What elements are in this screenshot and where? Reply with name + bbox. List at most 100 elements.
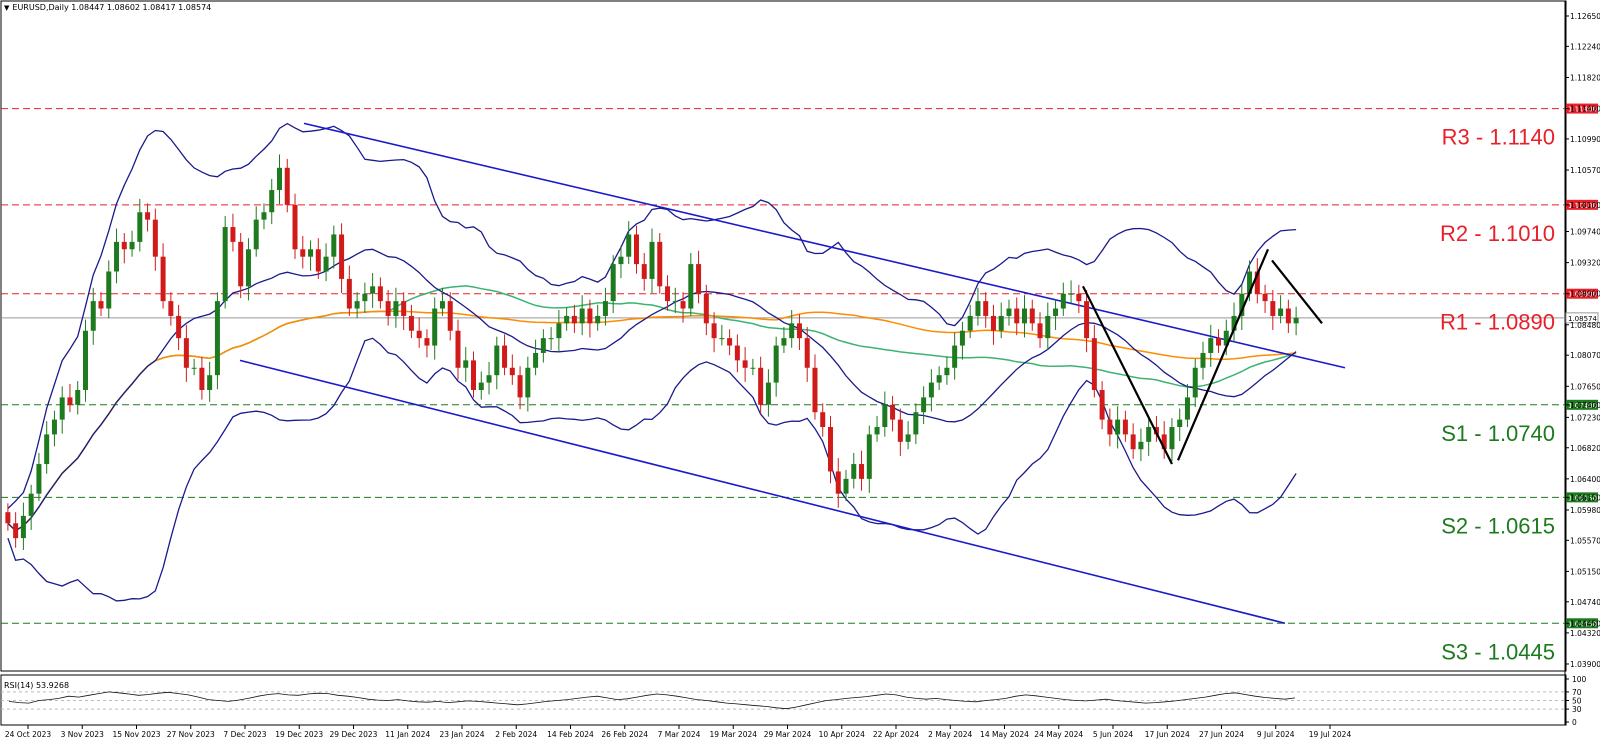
candle-body (789, 323, 795, 339)
candle-body (1122, 419, 1128, 435)
candle-body (571, 315, 577, 324)
candle-body (471, 360, 477, 390)
candle-body (323, 256, 329, 272)
candle-body (90, 301, 96, 331)
candle-body (245, 249, 251, 287)
candle-body (1231, 315, 1237, 331)
candle-body (331, 234, 337, 257)
candle-body (1200, 352, 1206, 368)
rsi-line (8, 691, 1296, 710)
date-tick-label: 7 Dec 2023 (223, 730, 266, 739)
date-tick-label: 3 Nov 2023 (61, 730, 104, 739)
date-tick-label: 24 May 2024 (1034, 730, 1083, 739)
level-label-r1: R1 - 1.0890 (1440, 310, 1555, 335)
candle-body (59, 397, 65, 420)
candle-body (703, 293, 709, 324)
candle-body (820, 412, 826, 428)
candle-body (540, 338, 546, 353)
date-tick-label: 5 Jun 2024 (1093, 730, 1134, 739)
candle-body (680, 301, 686, 309)
candle-body (1053, 308, 1059, 316)
candle-body (1029, 308, 1035, 324)
candle-body (967, 315, 973, 331)
candle-body (913, 412, 919, 435)
bollinger-middle (7, 248, 1297, 532)
price-tick-label: 1.12240 (1570, 42, 1600, 51)
candle-body (859, 464, 865, 479)
level-tag-text-s3: 1.04450 (1568, 620, 1597, 628)
level-label-s1: S1 - 1.0740 (1441, 421, 1555, 446)
channel-upper-line (303, 122, 1346, 369)
level-label-s2: S2 - 1.0615 (1441, 513, 1555, 538)
candle-body (827, 427, 833, 472)
candle-body (408, 315, 414, 331)
candle-body (67, 397, 73, 405)
candle-body (463, 360, 469, 368)
candle-body (1076, 293, 1082, 302)
price-tick-label: 1.12650 (1570, 12, 1600, 21)
candle-body (944, 367, 950, 376)
date-tick-label: 29 Mar 2024 (764, 730, 812, 739)
candle-body (199, 367, 205, 390)
candle-body (207, 375, 213, 390)
pattern-line-pullback (1271, 259, 1323, 325)
candle-body (191, 367, 197, 369)
candle-body (432, 308, 438, 346)
channel-lower-line (239, 359, 1286, 625)
level-tag-s2 (1566, 492, 1598, 503)
candle-body (804, 338, 810, 368)
candle-body (502, 345, 508, 368)
level-tag-s3 (1566, 618, 1598, 629)
candle-body (874, 427, 880, 435)
candle-body (393, 301, 399, 316)
candle-body (983, 301, 989, 316)
price-tick-label: 1.07230 (1570, 413, 1600, 422)
candle-body (269, 190, 275, 213)
candle-body (812, 367, 818, 413)
candle-body (998, 315, 1004, 331)
candle-body (641, 264, 647, 279)
date-tick-label: 11 Jan 2024 (385, 730, 430, 739)
candle-body (1262, 293, 1268, 302)
candle-body (579, 308, 585, 324)
date-tick-label: 15 Nov 2023 (112, 730, 160, 739)
candle-body (1192, 367, 1198, 398)
price-tick-label: 1.07400 (1570, 401, 1600, 410)
price-tick-label: 1.10570 (1570, 166, 1600, 175)
candle-body (354, 301, 360, 309)
level-tag-r2 (1566, 199, 1598, 210)
candle-body (626, 234, 632, 257)
date-tick-label: 19 Jul 2024 (1309, 730, 1352, 739)
candle-body (339, 234, 345, 279)
candle-body (82, 330, 88, 390)
candle-body (548, 338, 554, 340)
candle-body (137, 212, 143, 242)
candle-body (758, 367, 764, 405)
candle-body (564, 315, 570, 324)
candle-body (1130, 434, 1136, 450)
rsi-tick-label: 100 (1572, 675, 1587, 684)
price-tick-label: 1.06400 (1570, 475, 1600, 484)
candle-body (1006, 308, 1012, 316)
candle-body (98, 301, 104, 309)
candle-body (168, 301, 174, 316)
candle-body (1115, 419, 1121, 435)
date-tick-label: 14 May 2024 (980, 730, 1029, 739)
candle-body (455, 330, 461, 368)
candle-body (20, 515, 26, 539)
date-tick-label: 23 Jan 2024 (440, 730, 485, 739)
date-tick-label: 26 Feb 2024 (601, 730, 648, 739)
candle-body (618, 256, 624, 265)
candle-body (1060, 293, 1066, 309)
candle-body (1254, 271, 1260, 294)
candle-body (1208, 338, 1214, 353)
candle-body (1247, 271, 1253, 294)
price-tick-label: 1.09320 (1570, 259, 1600, 268)
level-tag-text-s1: 1.07400 (1568, 402, 1597, 410)
candle-body (377, 286, 383, 302)
candle-body (300, 249, 306, 257)
collapse-triangle-icon[interactable]: ▼ (4, 4, 10, 12)
bollinger-lower (7, 337, 1297, 602)
candle-body (1014, 308, 1020, 324)
